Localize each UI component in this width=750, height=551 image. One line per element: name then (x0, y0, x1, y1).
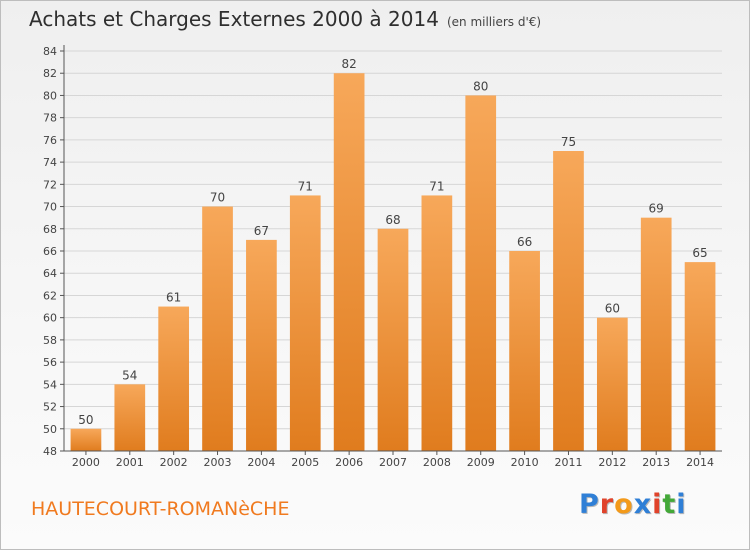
x-tick-label: 2011 (554, 456, 582, 469)
data-label-2010: 66 (517, 235, 532, 249)
y-tick-label: 56 (43, 356, 57, 369)
x-tick-labels: 2000 2001 2002 2003 2004 2005 2006 2007 2008 2009… (72, 456, 714, 469)
y-tick-label: 60 (43, 312, 57, 325)
data-label-2007: 68 (385, 213, 400, 227)
bar-2004 (246, 239, 277, 451)
x-tick-label: 2013 (642, 456, 670, 469)
chart-title-text: Achats et Charges Externes 2000 à 2014 (29, 7, 439, 31)
y-tick-label: 74 (43, 156, 57, 169)
bar-2000 (70, 428, 102, 451)
x-tick-label: 2012 (598, 456, 626, 469)
commune-name: HAUTECOURT-ROMANèCHE (31, 498, 290, 520)
logo-letter: t (662, 489, 677, 520)
bar-2005 (289, 195, 321, 451)
chart-title: Achats et Charges Externes 2000 à 2014 (e… (29, 7, 541, 31)
bar-2010 (509, 251, 540, 451)
y-tick-label: 78 (43, 112, 57, 125)
bar-2011 (553, 151, 584, 451)
logo-letter: i (652, 489, 663, 520)
y-tick-label: 52 (43, 401, 57, 414)
y-tick-label: 66 (43, 245, 57, 258)
x-tick-label: 2009 (467, 456, 495, 469)
logo-letter: o (614, 489, 634, 520)
x-tick-label: 2000 (72, 456, 100, 469)
x-tick-label: 2008 (423, 456, 451, 469)
data-label-2004: 67 (254, 224, 269, 238)
y-tick-label: 50 (43, 423, 57, 436)
data-label-2008: 71 (429, 179, 444, 193)
y-tick-label: 64 (43, 267, 57, 280)
bar-2002 (158, 306, 190, 451)
data-label-2003: 70 (210, 191, 225, 205)
bar-2014 (684, 262, 716, 451)
x-tick-label: 2001 (116, 456, 144, 469)
logo-letter: i (676, 489, 687, 520)
data-label-2013: 69 (649, 202, 664, 216)
y-tick-labels: 48 50 52 54 56 58 60 62 64 66 68 70 72 74 76 78 80 82 84 (43, 45, 57, 458)
bar-2013 (640, 217, 672, 451)
y-tick-label: 80 (43, 89, 57, 102)
y-tick-label: 84 (43, 45, 57, 58)
bar-2006 (333, 73, 365, 451)
proxiti-logo: Proxiti (579, 489, 687, 520)
data-label-2006: 82 (341, 57, 356, 71)
bar-2007 (377, 228, 409, 451)
x-tick-label: 2007 (379, 456, 407, 469)
x-tick-label: 2002 (160, 456, 188, 469)
data-label-2001: 54 (122, 368, 137, 382)
x-tick-label: 2006 (335, 456, 363, 469)
logo-letter: r (599, 489, 615, 520)
y-tick-label: 58 (43, 334, 57, 347)
y-tick-label: 68 (43, 223, 57, 236)
y-tick-label: 48 (43, 445, 57, 458)
axes (60, 45, 722, 455)
x-tick-label: 2005 (291, 456, 319, 469)
y-tick-label: 82 (43, 67, 57, 80)
data-label-2000: 50 (78, 413, 93, 427)
y-tick-label: 54 (43, 378, 57, 391)
y-tick-label: 76 (43, 134, 57, 147)
data-label-2012: 60 (605, 302, 620, 316)
data-labels: 50 54 61 70 67 71 82 68 71 80 66 75 60 69 65 (78, 57, 707, 427)
bars (70, 73, 716, 451)
logo-letter: P (579, 489, 600, 520)
x-tick-label: 2004 (247, 456, 275, 469)
data-label-2014: 65 (692, 246, 707, 260)
bar-2003 (202, 206, 233, 451)
x-tick-label: 2010 (511, 456, 539, 469)
data-label-2005: 71 (298, 179, 313, 193)
data-label-2002: 61 (166, 291, 181, 305)
data-label-2009: 80 (473, 79, 488, 93)
x-tick-label: 2014 (686, 456, 714, 469)
chart-subtitle: (en milliers d'€) (446, 15, 542, 29)
y-tick-label: 70 (43, 201, 57, 214)
logo-letter: x (633, 489, 653, 520)
x-tick-label: 2003 (204, 456, 232, 469)
bar-2008 (421, 195, 453, 451)
bar-2009 (465, 95, 497, 451)
y-tick-label: 62 (43, 289, 57, 302)
bar-2012 (596, 317, 628, 451)
data-label-2011: 75 (561, 135, 576, 149)
y-tick-label: 72 (43, 178, 57, 191)
bar-2001 (114, 384, 146, 451)
